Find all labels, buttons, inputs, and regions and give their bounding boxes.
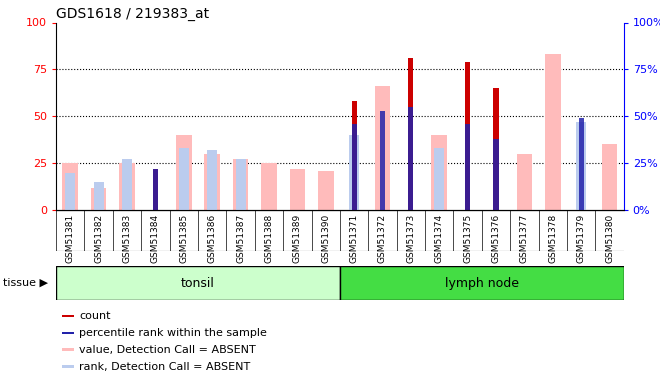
Bar bbox=[494, 88, 498, 210]
Bar bbox=[318, 171, 333, 210]
Text: GSM51389: GSM51389 bbox=[293, 214, 302, 263]
Text: GSM51390: GSM51390 bbox=[321, 214, 330, 263]
Text: tissue ▶: tissue ▶ bbox=[3, 278, 48, 288]
Bar bbox=[409, 58, 413, 210]
Bar bbox=[352, 101, 356, 210]
Text: GSM51386: GSM51386 bbox=[208, 214, 216, 263]
Bar bbox=[62, 332, 74, 334]
Text: GSM51384: GSM51384 bbox=[151, 214, 160, 263]
Bar bbox=[517, 154, 532, 210]
Bar bbox=[261, 163, 277, 210]
Bar bbox=[340, 266, 624, 300]
Bar bbox=[545, 54, 560, 210]
Text: GSM51371: GSM51371 bbox=[350, 214, 358, 263]
Bar bbox=[465, 124, 470, 210]
Bar bbox=[432, 135, 447, 210]
Text: rank, Detection Call = ABSENT: rank, Detection Call = ABSENT bbox=[79, 362, 251, 372]
Text: GSM51374: GSM51374 bbox=[435, 214, 444, 263]
Bar bbox=[465, 62, 470, 210]
Bar bbox=[63, 163, 78, 210]
Bar bbox=[94, 182, 104, 210]
Bar bbox=[179, 148, 189, 210]
Text: GSM51375: GSM51375 bbox=[463, 214, 472, 263]
Bar bbox=[349, 135, 359, 210]
Text: GSM51379: GSM51379 bbox=[577, 214, 585, 263]
Bar bbox=[62, 348, 74, 351]
Bar bbox=[579, 118, 583, 210]
Bar bbox=[153, 169, 158, 210]
Text: GSM51372: GSM51372 bbox=[378, 214, 387, 263]
Text: GSM51378: GSM51378 bbox=[548, 214, 557, 263]
Bar bbox=[602, 144, 617, 210]
Bar bbox=[65, 172, 75, 210]
Bar bbox=[56, 266, 340, 300]
Text: tonsil: tonsil bbox=[181, 277, 215, 290]
Bar bbox=[62, 365, 74, 368]
Bar bbox=[352, 124, 356, 210]
Bar bbox=[119, 163, 135, 210]
Bar bbox=[176, 135, 191, 210]
Text: GSM51383: GSM51383 bbox=[123, 214, 131, 263]
Text: value, Detection Call = ABSENT: value, Detection Call = ABSENT bbox=[79, 345, 256, 355]
Bar bbox=[205, 154, 220, 210]
Text: GSM51380: GSM51380 bbox=[605, 214, 614, 263]
Bar bbox=[233, 159, 248, 210]
Bar bbox=[122, 159, 132, 210]
Bar bbox=[153, 169, 158, 210]
Bar bbox=[434, 148, 444, 210]
Bar bbox=[409, 107, 413, 210]
Bar bbox=[236, 159, 246, 210]
Bar bbox=[494, 139, 498, 210]
Text: GSM51373: GSM51373 bbox=[407, 214, 415, 263]
Text: GSM51387: GSM51387 bbox=[236, 214, 245, 263]
Text: GSM51377: GSM51377 bbox=[520, 214, 529, 263]
Bar bbox=[290, 169, 305, 210]
Text: count: count bbox=[79, 311, 111, 321]
Bar bbox=[91, 188, 106, 210]
Text: GSM51385: GSM51385 bbox=[180, 214, 188, 263]
Text: lymph node: lymph node bbox=[445, 277, 519, 290]
Text: GDS1618 / 219383_at: GDS1618 / 219383_at bbox=[56, 8, 209, 21]
Text: GSM51382: GSM51382 bbox=[94, 214, 103, 263]
Bar bbox=[380, 111, 385, 210]
Text: GSM51376: GSM51376 bbox=[492, 214, 500, 263]
Text: GSM51388: GSM51388 bbox=[265, 214, 273, 263]
Text: GSM51381: GSM51381 bbox=[66, 214, 75, 263]
Text: percentile rank within the sample: percentile rank within the sample bbox=[79, 328, 267, 338]
Bar bbox=[375, 86, 390, 210]
Bar bbox=[62, 315, 74, 317]
Bar bbox=[576, 122, 586, 210]
Bar bbox=[207, 150, 217, 210]
